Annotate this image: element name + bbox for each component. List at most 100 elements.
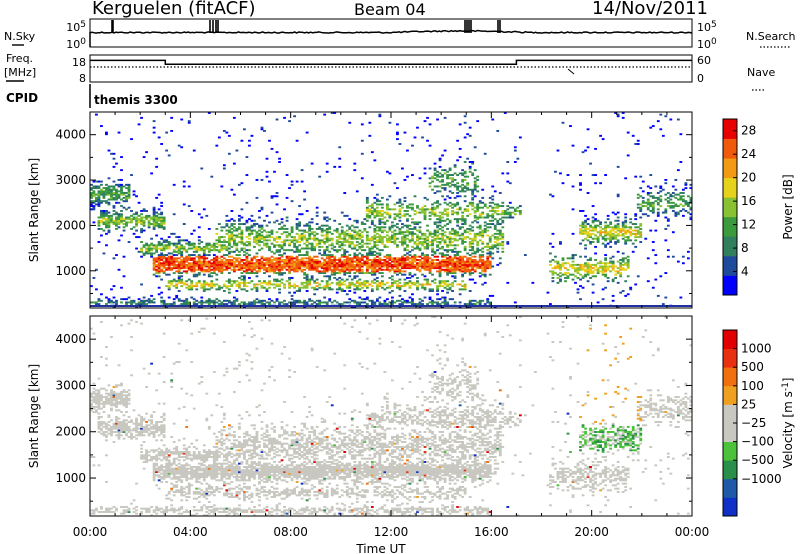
range-gate-cell [461, 275, 465, 278]
range-gate-cell [273, 278, 276, 281]
range-gate-cell [243, 250, 246, 253]
range-gate-cell [300, 262, 304, 265]
range-gate-cell [280, 267, 284, 270]
range-gate-cell [325, 254, 329, 257]
range-gate-cell [265, 288, 269, 291]
range-gate-cell [120, 298, 123, 301]
range-gate-cell [609, 229, 613, 232]
range-gate-cell [649, 192, 653, 194]
range-gate-cell [463, 236, 467, 239]
range-gate-cell [473, 263, 477, 266]
range-gate-cell [644, 201, 648, 204]
range-gate-cell [250, 257, 254, 260]
range-gate-cell [614, 226, 618, 229]
frequency-trace [90, 59, 692, 65]
range-gate-cell [664, 216, 668, 219]
range-gate-cell [473, 252, 477, 255]
range-gate-cell [338, 157, 342, 160]
range-gate-cell [360, 221, 364, 224]
range-gate-cell [350, 281, 354, 284]
range-gate-cell [135, 216, 138, 219]
range-gate-cell [320, 301, 324, 304]
range-gate-cell [315, 242, 319, 245]
range-gate-cell [283, 299, 286, 302]
range-gate-cell [97, 221, 101, 224]
range-gate-cell [436, 221, 439, 224]
range-gate-cell [237, 226, 241, 229]
range-gate-cell [160, 244, 164, 247]
range-gate-cell [646, 280, 650, 283]
range-gate-cell [391, 278, 394, 281]
range-gate-cell [393, 182, 397, 185]
range-gate-cell [431, 203, 434, 206]
range-gate-cell [431, 273, 434, 276]
range-gate-cell [142, 221, 146, 224]
range-gate-cell [684, 183, 688, 186]
range-gate-cell [401, 260, 404, 263]
range-gate-cell [172, 262, 176, 265]
range-gate-cell [594, 265, 597, 268]
range-gate-cell [476, 234, 480, 237]
range-gate-cell [260, 255, 264, 258]
range-gate-cell [250, 259, 254, 261]
range-gate-cell [611, 299, 615, 302]
range-gate-cell [137, 219, 141, 222]
range-gate-cell [320, 224, 324, 227]
range-gate-cell [423, 260, 427, 263]
range-gate-cell [318, 242, 322, 245]
range-gate-cell [295, 239, 299, 242]
range-gate-cell [100, 183, 103, 186]
range-gate-cell [416, 276, 419, 279]
range-gate-cell [380, 226, 384, 229]
range-gate-cell [619, 267, 623, 270]
range-gate-cell [368, 237, 372, 240]
range-gate-cell [288, 285, 291, 288]
range-gate-cell [431, 288, 434, 291]
range-gate-cell [207, 283, 211, 286]
range-gate-cell [172, 250, 176, 253]
range-gate-cell [358, 232, 362, 235]
range-gate-cell [468, 301, 472, 304]
range-gate-cell [481, 247, 485, 250]
range-gate-cell [270, 231, 274, 234]
range-gate-cell [263, 265, 266, 268]
range-gate-cell [130, 227, 133, 230]
range-gate-cell [245, 290, 249, 292]
range-gate-cell [243, 278, 246, 281]
range-gate-cell [180, 278, 184, 281]
range-gate-cell [340, 241, 344, 243]
range-gate-cell [112, 165, 116, 168]
range-gate-cell [486, 298, 490, 301]
range-gate-cell [634, 283, 638, 286]
range-gate-cell [142, 208, 146, 211]
range-gate-cell [651, 241, 655, 243]
range-gate-cell [428, 241, 432, 243]
range-gate-cell [581, 232, 585, 235]
range-gate-cell [207, 247, 211, 250]
range-gate-cell [298, 249, 301, 252]
range-gate-cell [150, 294, 154, 297]
range-gate-cell [438, 242, 442, 245]
range-gate-cell [180, 260, 184, 263]
range-gate-cell [584, 262, 587, 265]
range-gate-cell [433, 174, 437, 176]
range-gate-cell [496, 221, 500, 224]
range-gate-cell [227, 244, 231, 247]
range-gate-cell [258, 232, 261, 235]
range-gate-cell [313, 263, 317, 266]
range-gate-cell [363, 227, 367, 230]
range-gate-cell [599, 226, 602, 229]
range-gate-cell [428, 272, 432, 274]
range-gate-cell [661, 303, 665, 306]
range-gate-cell [197, 259, 201, 261]
range-gate-cell [217, 236, 221, 239]
range-gate-cell [160, 265, 164, 268]
range-gate-cell [355, 237, 359, 240]
range-gate-cell [443, 299, 447, 302]
range-gate-cell [403, 265, 407, 268]
range-gate-cell [408, 280, 412, 283]
range-gate-cell [476, 241, 480, 243]
range-gate-cell [240, 236, 244, 239]
range-gate-cell [237, 286, 241, 289]
range-gate-cell [611, 268, 615, 271]
